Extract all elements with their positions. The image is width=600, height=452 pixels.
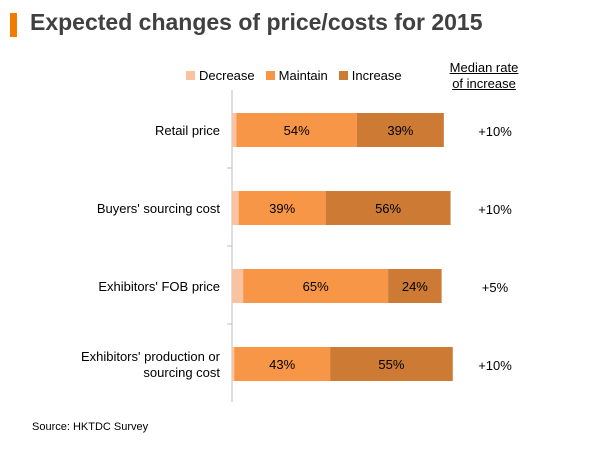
median-rate-header: Median rate of increase [430, 60, 538, 92]
legend: Decrease Maintain Increase [186, 68, 413, 83]
category-label: Buyers' sourcing cost [97, 201, 221, 216]
bar-segment-increase [356, 113, 444, 147]
bar-segment-decrease [232, 191, 239, 225]
legend-swatch-decrease [186, 71, 195, 80]
median-header-line-2: of increase [452, 76, 516, 91]
legend-item-maintain: Maintain [265, 68, 328, 83]
bar-segment-maintain [243, 269, 389, 303]
category-label-line: Exhibitors' FOB price [98, 279, 220, 294]
legend-item-decrease: Decrease [186, 68, 255, 83]
median-rate-value: +5% [482, 280, 509, 295]
data-label-maintain: 39% [269, 201, 295, 216]
category-label-line: Buyers' sourcing cost [97, 201, 221, 216]
category-label: Exhibitors' FOB price [98, 279, 220, 294]
data-label-maintain: 54% [284, 123, 310, 138]
bar-segment-decrease [232, 347, 235, 381]
data-label-increase: 56% [375, 201, 401, 216]
data-label-maintain: 43% [269, 357, 295, 372]
chart-title: Expected changes of price/costs for 2015 [30, 9, 483, 35]
category-label-line: sourcing cost [143, 365, 220, 380]
data-label-increase: 39% [387, 123, 413, 138]
bar-segment-maintain [236, 113, 357, 147]
data-label-increase: 24% [402, 279, 428, 294]
data-label-increase: 55% [378, 357, 404, 372]
bar-segment-increase [330, 347, 453, 381]
median-rate-value: +10% [478, 202, 512, 217]
bar-segment-increase [325, 191, 451, 225]
category-label: Exhibitors' production or sourcing cost [81, 349, 221, 380]
bar-segment-increase [388, 269, 442, 303]
legend-swatch-maintain [265, 71, 275, 80]
title-accent-bar [10, 13, 17, 37]
legend-label-decrease: Decrease [199, 68, 255, 83]
data-label-maintain: 65% [303, 279, 329, 294]
legend-label-maintain: Maintain [278, 68, 328, 83]
legend-swatch-increase [338, 71, 348, 80]
category-label-line: Exhibitors' production or [81, 349, 221, 364]
source-note: Source: HKTDC Survey [32, 421, 149, 433]
median-header-line-1: Median rate [449, 60, 519, 75]
median-rate-value: +10% [478, 124, 512, 139]
bar-segment-decrease [232, 113, 237, 147]
category-label: Retail price [155, 123, 220, 138]
median-rate-value: +10% [478, 358, 512, 373]
legend-label-increase: Increase [351, 68, 402, 83]
bar-segment-decrease [232, 269, 244, 303]
bar-segment-maintain [234, 347, 331, 381]
category-label-line: Retail price [155, 123, 220, 138]
bar-segment-maintain [238, 191, 326, 225]
legend-item-increase: Increase [338, 68, 402, 83]
